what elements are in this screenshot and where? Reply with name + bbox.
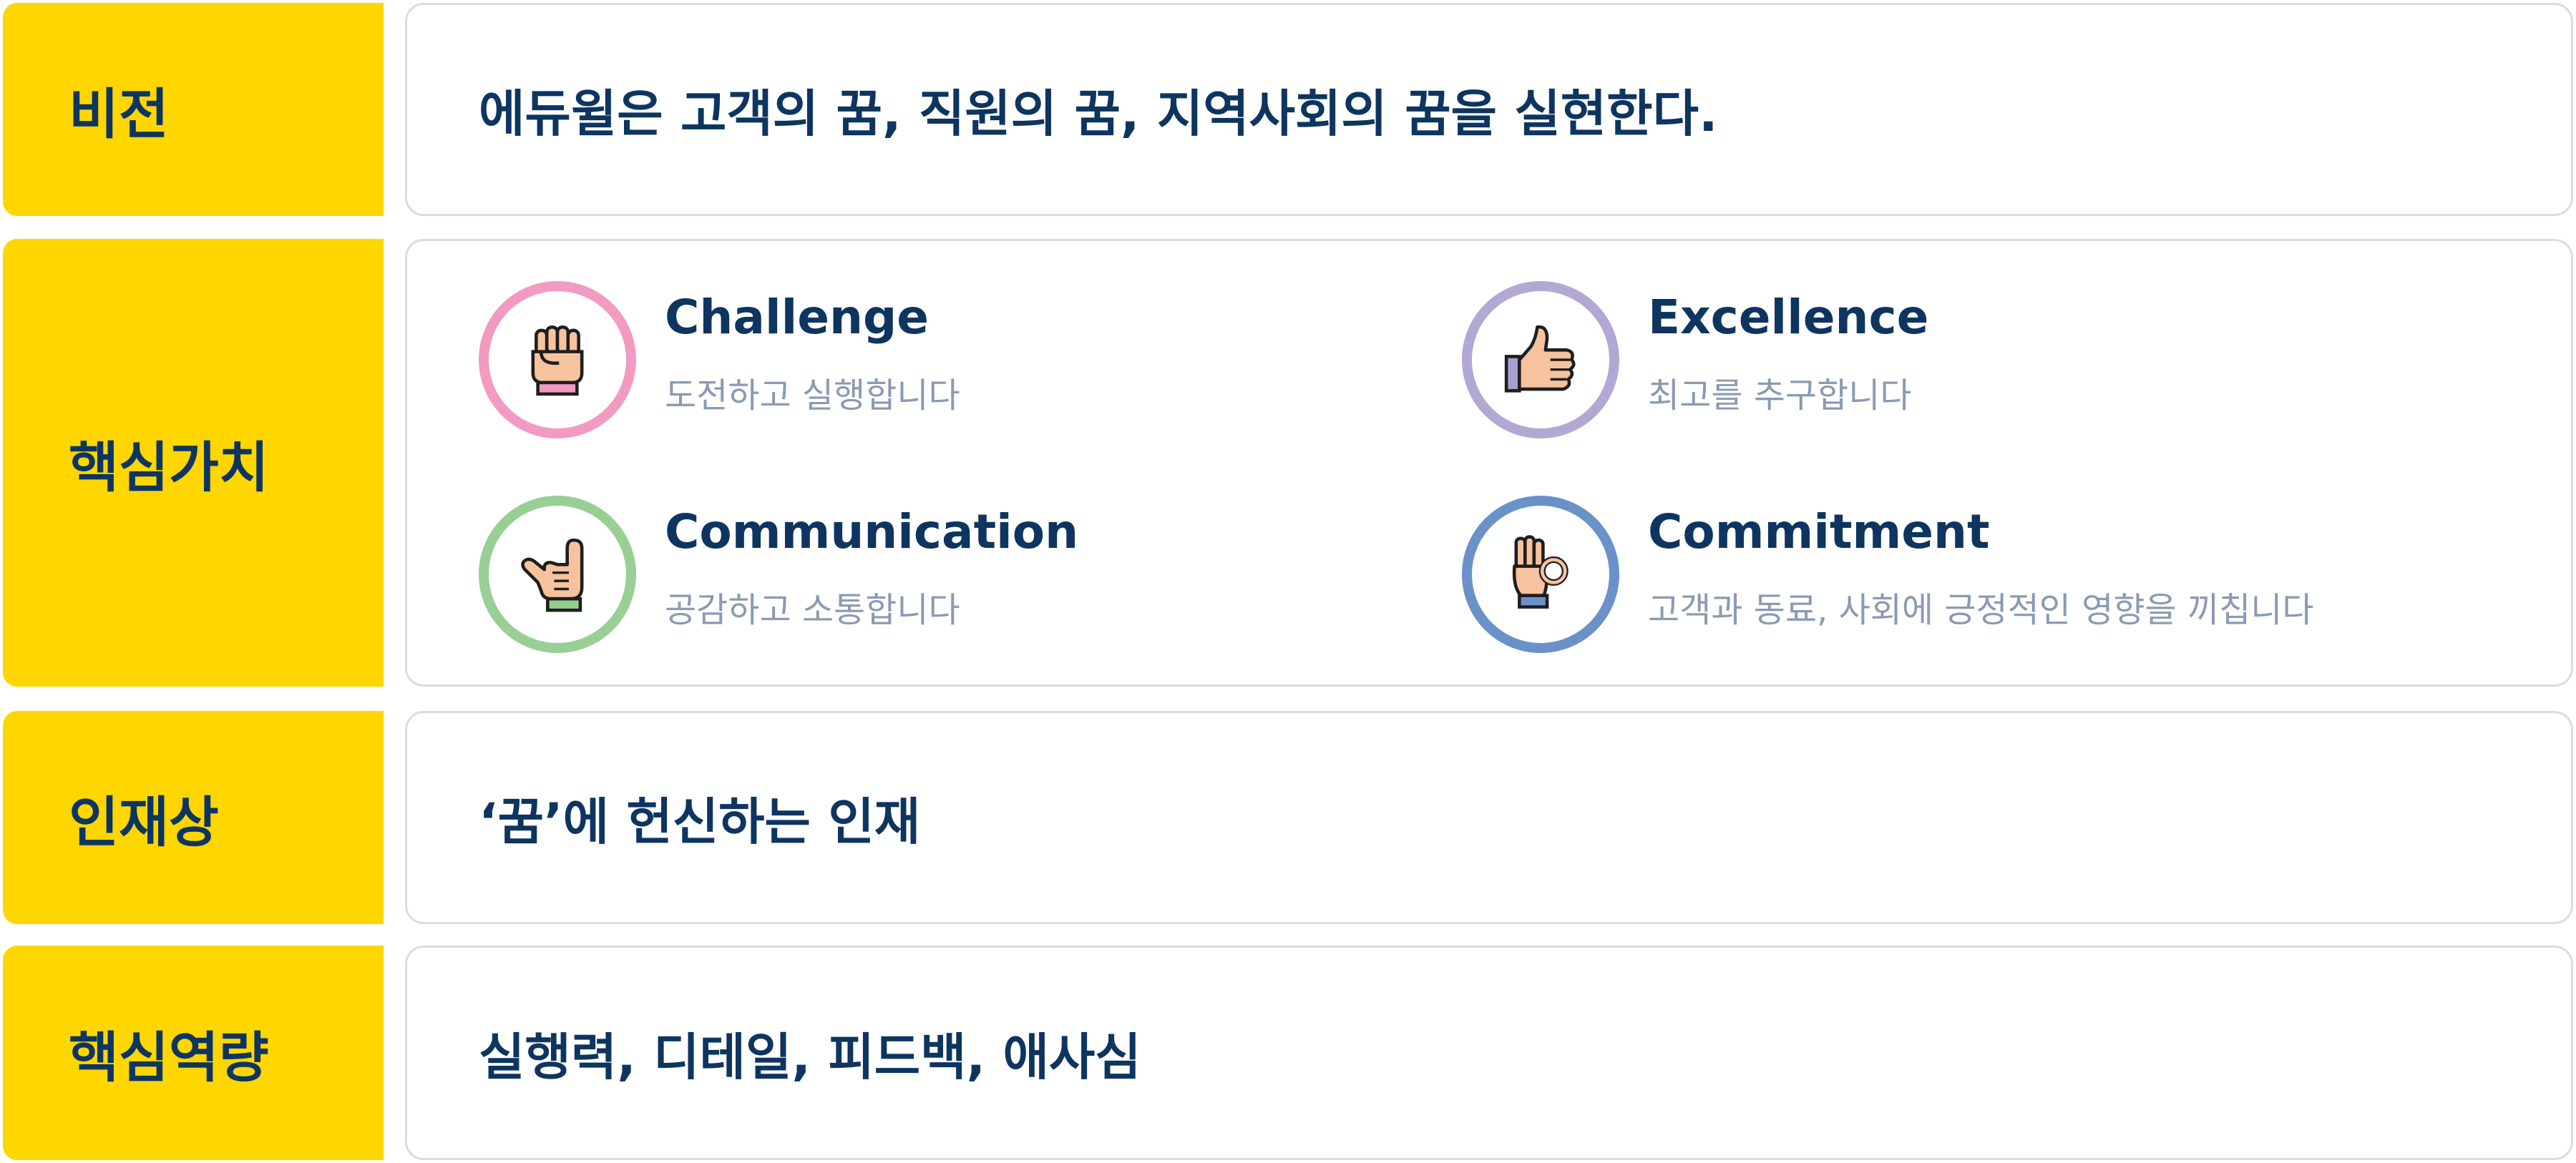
- core-value-communication: Communication 공감하고 소통합니다: [479, 496, 1409, 653]
- talent-panel: ‘꿈’에 헌신하는 인재: [405, 711, 2573, 924]
- vision-label: 비전: [3, 3, 384, 216]
- core-value-desc: 고객과 동료, 사회에 긍정적인 영향을 끼칩니다: [1648, 590, 2314, 630]
- communication-icon-circle: [479, 496, 636, 653]
- ok-hand-icon: [1512, 535, 1568, 609]
- vision-statement: 에듀윌은 고객의 꿈, 직원의 꿈, 지역사회의 꿈을 실현한다.: [479, 84, 1718, 143]
- core-value-excellence: Excellence 최고를 추구합니다: [1462, 281, 2392, 438]
- fist-icon: [531, 325, 584, 396]
- vision-panel: 에듀윌은 고객의 꿈, 직원의 꿈, 지역사회의 꿈을 실현한다.: [405, 3, 2573, 216]
- competency-label: 핵심역량: [3, 946, 384, 1160]
- talent-row: 인재상 ‘꿈’에 헌신하는 인재: [0, 711, 2576, 924]
- challenge-icon-circle: [479, 281, 636, 438]
- thumbs-up-icon: [1504, 325, 1576, 393]
- core-value-title: Communication: [665, 504, 1079, 559]
- competency-panel: 실행력, 디테일, 피드백, 애사심: [405, 946, 2573, 1160]
- talent-label: 인재상: [3, 711, 384, 924]
- talent-statement: ‘꿈’에 헌신하는 인재: [479, 792, 921, 851]
- competency-statement: 실행력, 디테일, 피드백, 애사심: [479, 1027, 1141, 1086]
- core-values-row: 핵심가치 Challenge 도전하고 실행합니다: [0, 239, 2576, 687]
- core-values-panel: Challenge 도전하고 실행합니다 Excellence 최고를 추구합니…: [405, 239, 2573, 687]
- core-values-label: 핵심가치: [3, 239, 384, 687]
- competency-row: 핵심역량 실행력, 디테일, 피드백, 애사심: [0, 946, 2576, 1160]
- call-me-hand-icon: [521, 538, 584, 612]
- commitment-icon-circle: [1462, 496, 1619, 653]
- core-value-title: Challenge: [665, 290, 929, 345]
- core-value-title: Excellence: [1648, 290, 1929, 345]
- core-value-desc: 도전하고 실행합니다: [665, 376, 960, 416]
- excellence-icon-circle: [1462, 281, 1619, 438]
- core-value-desc: 최고를 추구합니다: [1648, 376, 1912, 416]
- core-value-desc: 공감하고 소통합니다: [665, 590, 960, 630]
- core-value-title: Commitment: [1648, 504, 1990, 559]
- core-value-commitment: Commitment 고객과 동료, 사회에 긍정적인 영향을 끼칩니다: [1462, 496, 2392, 653]
- core-value-challenge: Challenge 도전하고 실행합니다: [479, 281, 1409, 438]
- vision-row: 비전 에듀윌은 고객의 꿈, 직원의 꿈, 지역사회의 꿈을 실현한다.: [0, 3, 2576, 216]
